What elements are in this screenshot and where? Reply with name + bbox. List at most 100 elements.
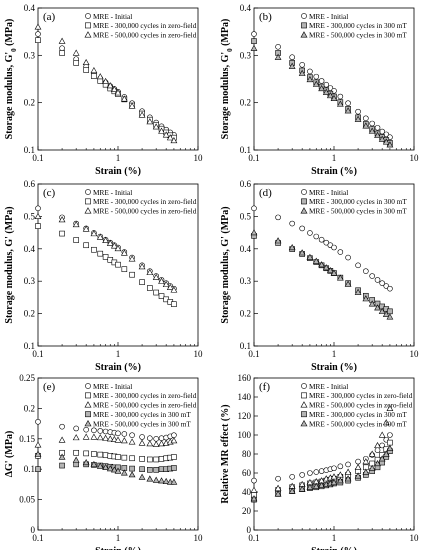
data-point <box>171 465 177 471</box>
data-point <box>374 124 381 131</box>
data-point <box>138 263 146 270</box>
data-point <box>34 441 42 448</box>
data-point <box>387 432 393 438</box>
y-tick-label: 0.2 <box>24 403 35 413</box>
data-point <box>120 249 128 256</box>
data-point <box>162 131 170 138</box>
data-point <box>35 37 41 43</box>
data-point <box>83 426 89 433</box>
series-1 <box>251 432 393 484</box>
data-point <box>363 268 369 274</box>
data-point <box>152 273 160 280</box>
data-point <box>147 285 153 291</box>
y-axis-label-subscript: 0 <box>10 48 18 52</box>
y-tick-label: 80 <box>242 449 252 459</box>
data-point <box>345 461 351 468</box>
data-point <box>59 50 65 56</box>
data-point <box>318 236 325 243</box>
data-point <box>96 233 104 240</box>
legend-entry: MRE - Initial <box>309 382 348 391</box>
y-tick-label: 0.5 <box>24 211 36 221</box>
data-point <box>35 31 41 37</box>
data-point <box>251 477 257 484</box>
y-tick-label: 0.4 <box>240 244 252 254</box>
legend-entry: MRE - 300,000 cycles in zero-field <box>309 391 413 400</box>
y-tick-label: 0.2 <box>24 98 35 108</box>
data-point <box>146 440 154 447</box>
series-2 <box>35 449 177 463</box>
data-point <box>72 49 80 56</box>
y-tick-label: 0.6 <box>24 179 36 189</box>
x-tick-label: 1 <box>332 349 337 359</box>
y-tick-label: 0.3 <box>240 50 252 60</box>
data-point <box>307 470 313 476</box>
data-point <box>73 449 79 456</box>
data-point <box>312 257 320 264</box>
data-point <box>336 274 344 281</box>
data-point <box>97 250 104 257</box>
data-point <box>312 80 320 87</box>
x-tick-label: 10 <box>410 533 420 543</box>
data-point <box>114 467 122 474</box>
series-3 <box>34 212 178 293</box>
data-point <box>344 280 352 287</box>
series-1 <box>35 418 177 442</box>
legend-marker <box>85 13 91 19</box>
y-tick-label: 60 <box>242 468 252 478</box>
y-tick-label: 160 <box>238 373 252 383</box>
x-tick-label: 0.1 <box>32 349 43 359</box>
data-point <box>147 467 153 473</box>
legend-entry: MRE - Initial <box>93 382 132 391</box>
y-tick-label: 0.3 <box>24 50 36 60</box>
panel-label: (b) <box>259 11 272 23</box>
data-point <box>330 269 338 276</box>
data-point <box>378 307 386 314</box>
x-tick-label: 10 <box>410 153 420 163</box>
data-point <box>171 432 177 438</box>
y-tick-label: 0.1 <box>24 341 35 351</box>
data-point <box>120 437 128 444</box>
data-point <box>354 472 362 479</box>
legend-marker <box>301 22 307 29</box>
data-point <box>90 460 98 467</box>
data-point <box>106 239 114 246</box>
data-point <box>110 435 118 443</box>
data-point <box>298 485 306 492</box>
legend-marker <box>85 22 91 29</box>
legend-marker <box>84 419 92 427</box>
series-3 <box>250 44 394 148</box>
data-point <box>250 486 258 493</box>
data-point <box>35 205 41 212</box>
x-tick-label: 0.1 <box>248 349 259 359</box>
data-point <box>318 481 325 488</box>
data-point <box>313 73 320 80</box>
x-tick-label: 0.1 <box>248 533 259 543</box>
x-axis-label: Strain (%) <box>311 546 357 550</box>
data-point <box>58 216 66 223</box>
data-point <box>58 436 66 443</box>
y-tick-label: 0.15 <box>19 434 35 444</box>
legend-marker <box>84 207 92 214</box>
data-point <box>153 289 159 296</box>
data-point <box>382 450 390 457</box>
y-tick-label: 0.1 <box>240 145 251 155</box>
legend-entry: MRE - 300,000 cycles in 300 mT <box>309 197 407 206</box>
data-point <box>152 123 160 130</box>
data-point <box>128 255 136 262</box>
legend-entry: MRE - Initial <box>93 188 132 197</box>
legend-marker <box>301 13 307 19</box>
series-3 <box>34 23 178 144</box>
data-point <box>129 432 135 438</box>
data-point <box>73 425 79 432</box>
data-point <box>158 277 165 284</box>
data-point <box>344 107 352 114</box>
legend-entry: MRE - 500,000 cycles in zero-field <box>93 31 197 40</box>
data-point <box>83 67 89 73</box>
data-point <box>330 479 338 486</box>
y-tick-label: 0.1 <box>24 145 35 155</box>
data-point <box>102 236 109 243</box>
data-point <box>382 310 390 317</box>
data-point <box>91 451 97 457</box>
x-axis-label: Strain (%) <box>311 362 357 373</box>
